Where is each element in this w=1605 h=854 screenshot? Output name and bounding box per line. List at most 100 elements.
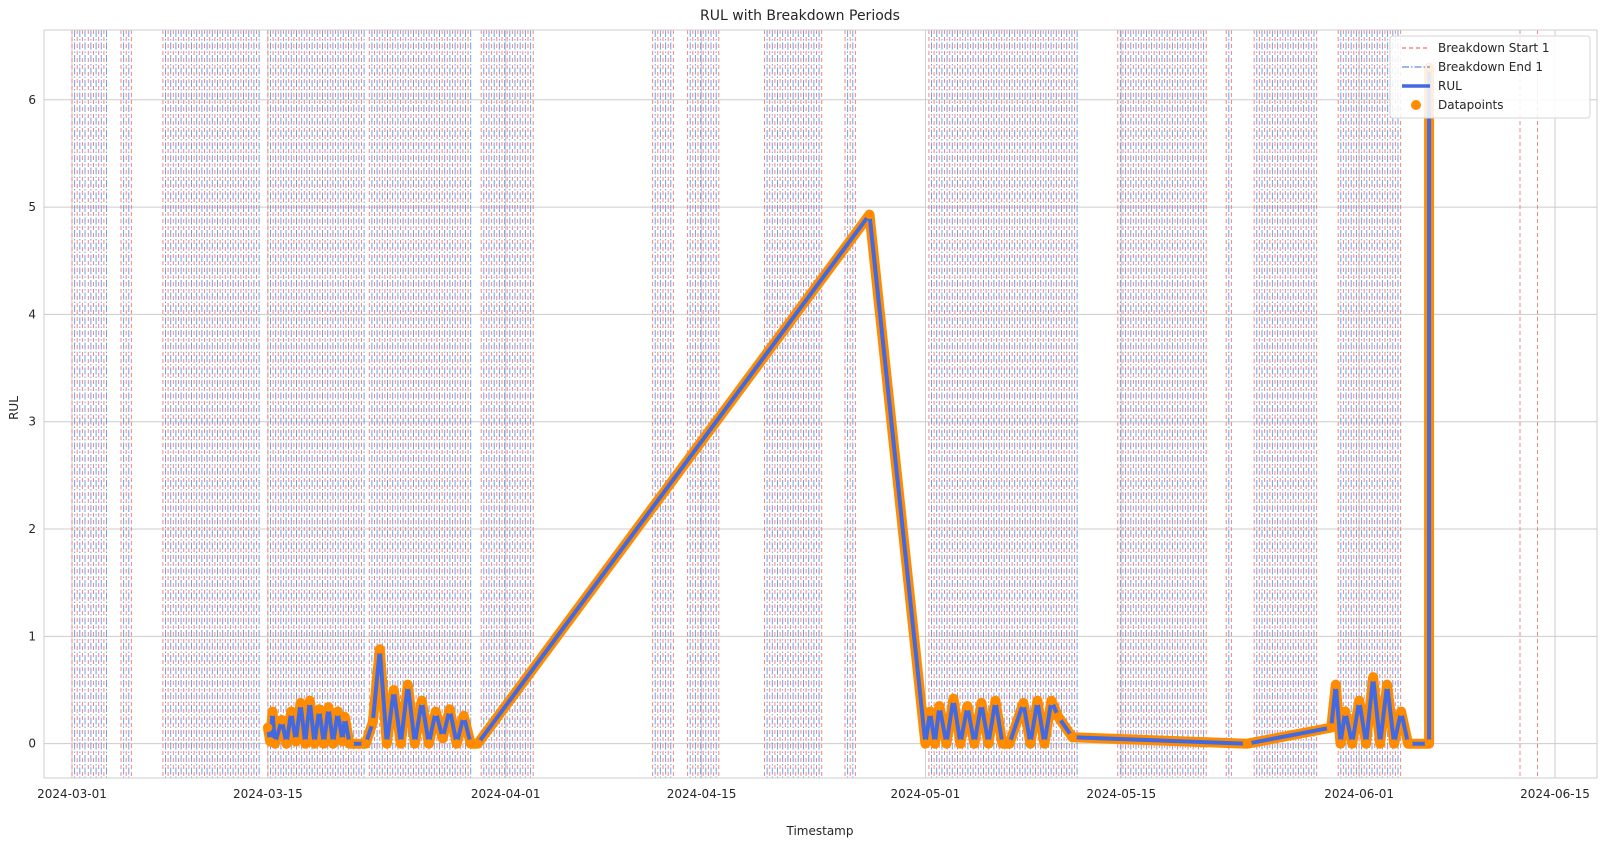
- datapoint: [263, 723, 273, 733]
- datapoint: [473, 739, 483, 749]
- datapoint: [990, 696, 1000, 706]
- datapoint: [277, 715, 287, 725]
- y-tick-label: 3: [28, 415, 36, 429]
- datapoint: [340, 712, 350, 722]
- datapoint: [438, 733, 448, 743]
- x-axis-label: Timestamp: [786, 824, 854, 838]
- datapoint: [1032, 696, 1042, 706]
- y-tick-label: 5: [28, 200, 36, 214]
- legend-box: [1389, 35, 1591, 119]
- datapoint: [1368, 672, 1378, 682]
- datapoint: [865, 210, 874, 220]
- datapoint: [1018, 698, 1028, 708]
- datapoint: [445, 704, 455, 714]
- datapoint: [319, 739, 329, 749]
- datapoint: [300, 739, 310, 749]
- datapoint: [296, 698, 305, 708]
- datapoint: [955, 739, 965, 749]
- series: [262, 62, 1435, 749]
- datapoint: [930, 739, 940, 749]
- datapoint: [1326, 723, 1336, 733]
- y-axis-label: RUL: [7, 396, 21, 420]
- x-tick-label: 2024-04-15: [667, 787, 737, 801]
- datapoint: [1046, 696, 1056, 706]
- datapoint: [969, 739, 979, 749]
- plot-frame: [43, 29, 1598, 779]
- datapoint: [1396, 707, 1406, 716]
- datapoint: [1336, 739, 1345, 749]
- datapoint: [1424, 739, 1434, 749]
- x-tick-label: 2024-06-15: [1520, 787, 1590, 801]
- datapoint: [403, 680, 413, 690]
- datapoint: [1067, 732, 1077, 742]
- datapoint: [305, 696, 315, 706]
- datapoint: [459, 711, 469, 721]
- legend-label: Breakdown End 1: [1438, 60, 1543, 74]
- datapoint: [466, 739, 476, 749]
- datapoint: [410, 739, 420, 749]
- datapoint: [962, 701, 972, 711]
- datapoint: [948, 694, 958, 704]
- datapoint: [976, 698, 986, 708]
- grid: [44, 30, 1597, 778]
- x-tick-label: 2024-03-15: [233, 787, 303, 801]
- datapoint: [1347, 739, 1357, 749]
- x-tick-label: 2024-03-01: [37, 787, 107, 801]
- datapoint: [1331, 680, 1341, 690]
- datapoint: [452, 739, 462, 749]
- x-tick-label: 2024-04-01: [471, 787, 541, 801]
- x-tick-label: 2024-06-01: [1324, 787, 1394, 801]
- datapoint: [324, 702, 333, 712]
- datapoint: [396, 739, 406, 749]
- datapoint: [1340, 707, 1350, 716]
- breakdown-lines: [71, 30, 1538, 778]
- datapoint: [997, 739, 1007, 749]
- datapoint: [1039, 739, 1049, 749]
- x-tick-label: 2024-05-15: [1086, 787, 1156, 801]
- y-tick-label: 2: [28, 522, 36, 536]
- datapoint: [424, 739, 434, 749]
- datapoint: [920, 739, 930, 749]
- datapoint: [1025, 739, 1035, 749]
- datapoint: [345, 739, 354, 749]
- tick-labels: 0 1 2 3 4 5 6 2024-03-01 2024-03-15 2024-04-01 202…: [28, 93, 1590, 801]
- datapoint: [361, 739, 371, 749]
- y-tick-label: 6: [28, 93, 36, 107]
- x-tick-label: 2024-05-01: [891, 787, 961, 801]
- datapoint: [1389, 739, 1399, 749]
- datapoint: [328, 739, 338, 749]
- chart-title: RUL with Breakdown Periods: [700, 8, 900, 24]
- datapoint: [431, 707, 441, 716]
- datapoint: [1375, 739, 1385, 749]
- datapoint: [286, 707, 296, 716]
- datapoint: [1354, 696, 1364, 706]
- datapoint: [375, 644, 385, 654]
- datapoint: [983, 739, 993, 749]
- datapoint: [382, 739, 392, 749]
- datapoint: [310, 739, 319, 749]
- datapoint: [338, 737, 347, 746]
- datapoint: [314, 704, 324, 714]
- datapoint: [389, 685, 399, 695]
- y-tick-label: 0: [28, 737, 36, 751]
- legend-marker: [1411, 100, 1421, 110]
- legend: Breakdown Start 1 Breakdown End 1 RUL Datap…: [1389, 35, 1591, 119]
- datapoint: [270, 739, 280, 749]
- y-tick-label: 4: [28, 307, 36, 321]
- legend-label: Datapoints: [1438, 98, 1504, 112]
- datapoint: [1382, 680, 1392, 690]
- datapoint: [282, 739, 291, 749]
- datapoint: [417, 696, 427, 706]
- datapoint: [934, 701, 944, 711]
- datapoint: [368, 717, 378, 727]
- datapoint: [333, 707, 343, 716]
- datapoint: [1053, 712, 1063, 722]
- datapoint: [268, 707, 277, 716]
- legend-label: RUL: [1438, 79, 1462, 93]
- datapoint: [925, 707, 935, 716]
- datapoint: [1403, 739, 1413, 749]
- legend-label: Breakdown Start 1: [1438, 41, 1550, 55]
- datapoint: [1004, 739, 1014, 749]
- datapoint: [291, 737, 301, 746]
